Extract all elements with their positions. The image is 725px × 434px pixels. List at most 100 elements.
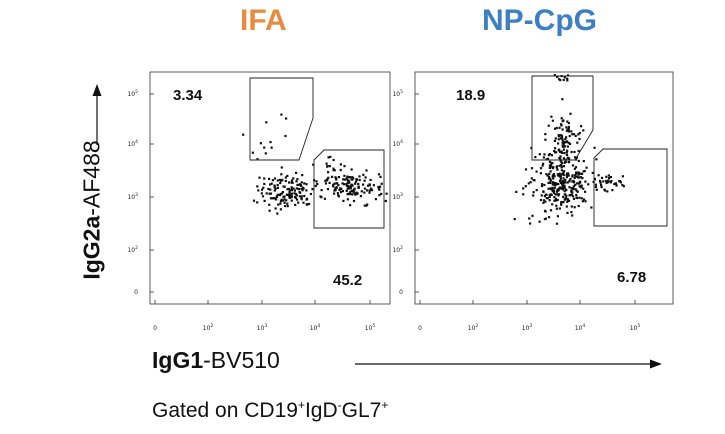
event-point	[339, 187, 342, 190]
event-point	[374, 198, 377, 201]
event-point	[346, 193, 349, 196]
event-point	[311, 188, 314, 191]
event-point	[559, 177, 562, 180]
event-point	[286, 188, 289, 191]
caption-prefix: Gated on CD19	[152, 399, 298, 422]
event-point	[372, 184, 375, 187]
event-point	[269, 141, 272, 144]
event-point	[279, 202, 282, 205]
event-point	[379, 185, 382, 188]
event-point	[571, 133, 574, 136]
event-point	[276, 186, 279, 189]
event-point	[555, 222, 559, 225]
event-point	[328, 165, 331, 168]
event-point	[351, 189, 354, 192]
event-point	[295, 180, 298, 183]
event-point	[564, 178, 567, 181]
event-point	[358, 175, 361, 178]
gate-igg1	[313, 149, 385, 229]
event-point	[342, 178, 345, 181]
event-point	[553, 199, 556, 202]
event-point	[332, 167, 335, 170]
event-point	[351, 176, 354, 179]
event-point	[561, 98, 564, 101]
event-point	[345, 184, 348, 187]
event-point	[541, 183, 544, 186]
event-point	[370, 187, 373, 190]
event-point	[350, 168, 353, 171]
event-point	[296, 183, 299, 187]
caption-mid-1: IgD	[304, 399, 338, 422]
y-axis-label-bold: IgG2a	[78, 215, 105, 280]
x-axis-label: IgG1-BV510	[152, 347, 280, 374]
event-point	[302, 187, 305, 190]
event-point	[354, 192, 357, 195]
event-point	[567, 199, 570, 202]
event-point	[280, 166, 283, 169]
event-point	[363, 179, 366, 182]
event-point	[269, 197, 273, 200]
event-point	[605, 181, 608, 184]
event-point	[565, 153, 569, 156]
event-point	[560, 150, 563, 153]
event-point	[360, 190, 363, 193]
event-point	[256, 185, 259, 188]
event-point	[538, 153, 541, 156]
x-tick-label: 102	[468, 323, 479, 332]
event-point	[283, 205, 287, 208]
event-point	[557, 135, 560, 138]
event-point	[281, 178, 284, 181]
event-point	[567, 141, 570, 145]
event-point	[566, 120, 569, 123]
event-point	[581, 172, 584, 175]
event-point	[584, 200, 587, 203]
event-point	[566, 149, 569, 152]
event-point	[290, 186, 293, 189]
event-point	[334, 187, 337, 190]
event-point	[551, 119, 554, 122]
event-point	[571, 195, 575, 198]
event-point	[324, 182, 327, 185]
event-point	[565, 194, 568, 197]
event-point	[584, 190, 587, 193]
event-point	[276, 179, 279, 182]
event-point	[595, 158, 598, 161]
event-point	[262, 186, 265, 189]
event-point	[331, 175, 334, 178]
event-point	[549, 209, 553, 212]
event-point	[334, 176, 337, 179]
event-point	[295, 187, 298, 190]
event-point	[278, 194, 281, 197]
event-point	[560, 203, 563, 206]
event-point	[582, 160, 585, 163]
event-point	[558, 173, 561, 176]
event-point	[565, 136, 568, 139]
event-point	[561, 120, 564, 123]
event-point	[366, 189, 369, 192]
event-point	[352, 199, 356, 203]
event-point	[263, 199, 266, 202]
event-point	[561, 141, 564, 144]
event-point	[276, 193, 279, 196]
events	[242, 113, 388, 215]
event-point	[566, 156, 569, 159]
event-point	[560, 169, 563, 172]
event-point	[611, 189, 614, 192]
event-point	[285, 193, 288, 196]
event-point	[566, 79, 569, 82]
x-axis-arrow	[355, 359, 662, 369]
event-point	[355, 192, 359, 195]
event-point	[562, 148, 566, 151]
event-point	[288, 181, 291, 184]
event-point	[562, 201, 565, 204]
event-point	[562, 143, 565, 146]
event-point	[261, 195, 265, 198]
event-point	[567, 122, 570, 125]
event-point	[557, 142, 560, 145]
event-point	[263, 177, 266, 180]
event-point	[271, 179, 274, 182]
event-point	[529, 222, 532, 225]
event-point	[559, 180, 562, 183]
event-point	[343, 178, 346, 181]
